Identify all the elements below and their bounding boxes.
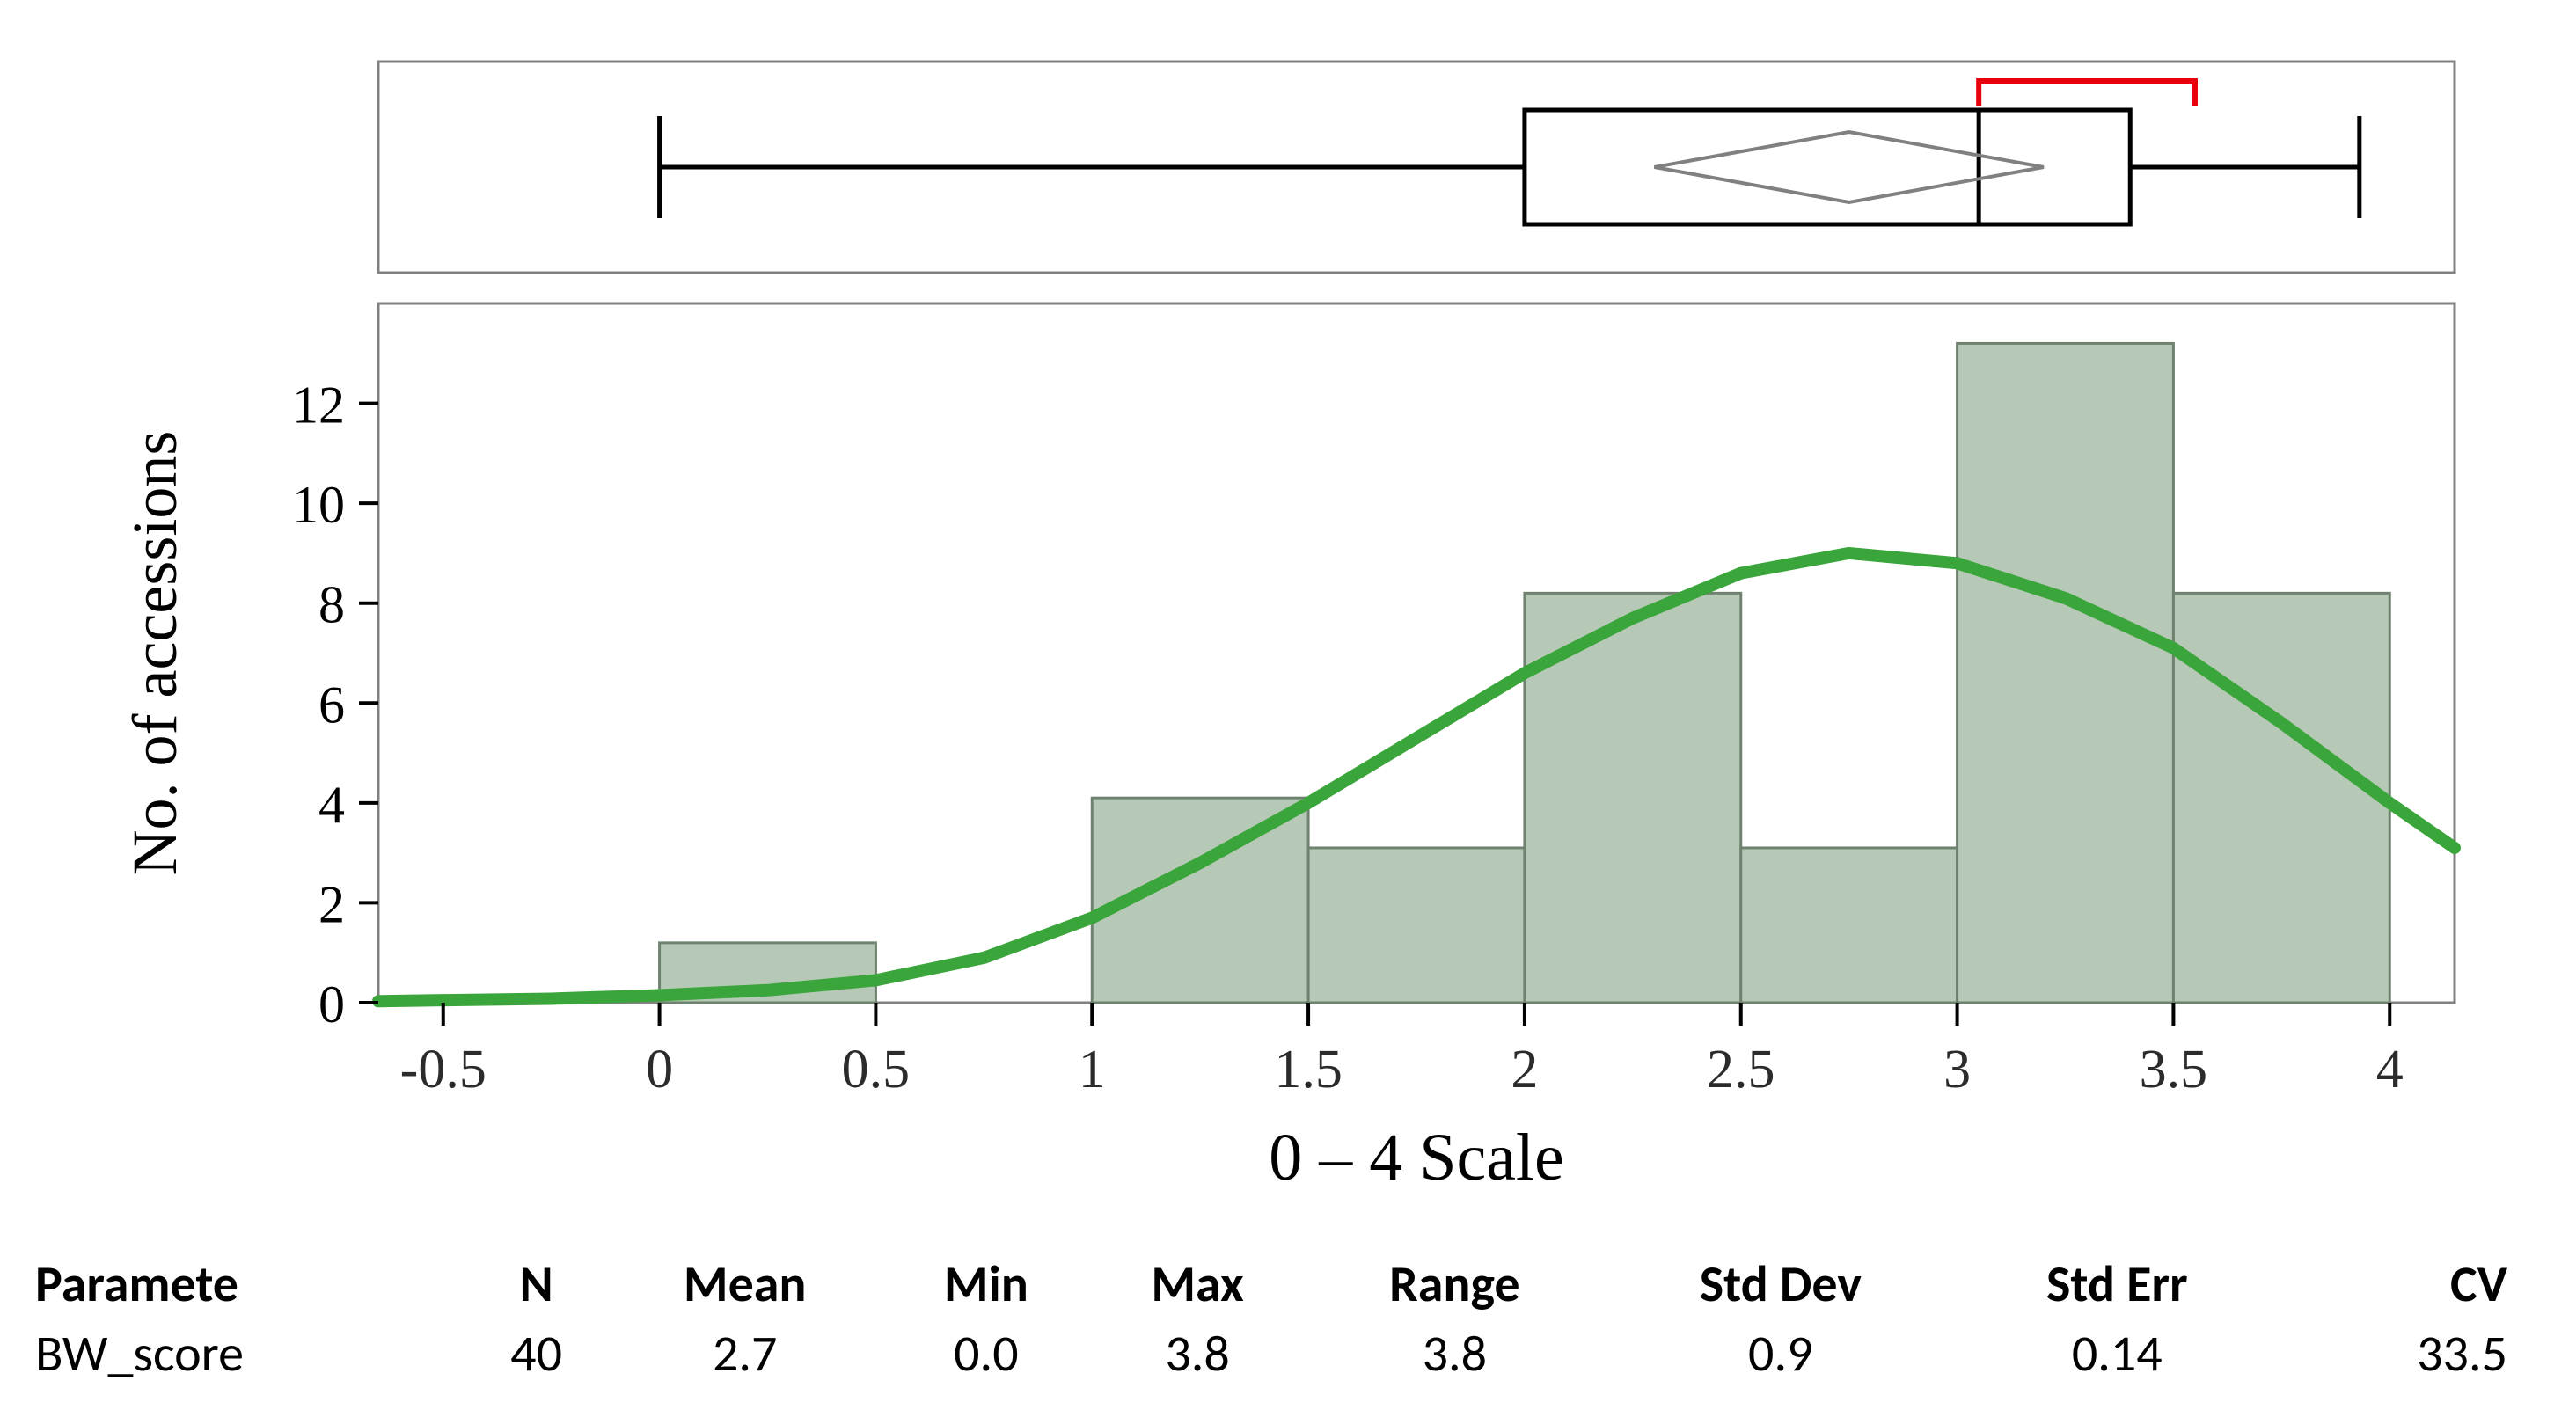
histogram-bar bbox=[2173, 593, 2389, 1003]
x-tick-label: -0.5 bbox=[400, 1040, 487, 1099]
y-tick-label: 4 bbox=[318, 776, 345, 834]
val-range: 3.8 bbox=[1307, 1318, 1602, 1388]
boxplot-red-bracket bbox=[1979, 81, 2195, 106]
val-max: 3.8 bbox=[1087, 1318, 1306, 1388]
val-n: 40 bbox=[467, 1318, 605, 1388]
x-tick-label: 3 bbox=[1943, 1040, 1971, 1099]
histogram-bar bbox=[1308, 848, 1525, 1003]
col-mean: Mean bbox=[605, 1249, 885, 1318]
x-tick-label: 2 bbox=[1511, 1040, 1538, 1099]
x-tick-label: 2.5 bbox=[1707, 1040, 1775, 1099]
y-tick-label: 12 bbox=[292, 376, 345, 435]
stats-table: Paramete N Mean Min Max Range Std Dev St… bbox=[35, 1249, 2543, 1388]
x-tick-label: 1.5 bbox=[1274, 1040, 1343, 1099]
x-tick-label: 0.5 bbox=[842, 1040, 911, 1099]
figure-container: 0 2 4 6 8 10 12 No. of accessions -0.5 0 0.5 1 1.5 2 2… bbox=[0, 0, 2576, 1417]
val-min: 0.0 bbox=[884, 1318, 1087, 1388]
y-tick-label: 0 bbox=[318, 975, 345, 1034]
col-n: N bbox=[467, 1249, 605, 1318]
col-stddev: Std Dev bbox=[1602, 1249, 1959, 1318]
stats-header-row: Paramete N Mean Min Max Range Std Dev St… bbox=[35, 1249, 2543, 1318]
y-tick-label: 2 bbox=[318, 875, 345, 933]
y-tick-label: 10 bbox=[292, 476, 345, 534]
val-stddev: 0.9 bbox=[1602, 1318, 1959, 1388]
val-mean: 2.7 bbox=[605, 1318, 885, 1388]
x-axis-label: 0 – 4 Scale bbox=[1269, 1121, 1564, 1194]
col-cv: CV bbox=[2275, 1249, 2543, 1318]
y-tick-label: 8 bbox=[318, 576, 345, 634]
chart-svg: 0 2 4 6 8 10 12 No. of accessions -0.5 0 0.5 1 1.5 2 2… bbox=[0, 0, 2576, 1249]
y-axis-label: No. of accessions bbox=[120, 431, 190, 876]
col-parameter: Paramete bbox=[35, 1249, 467, 1318]
val-cv: 33.5 bbox=[2275, 1318, 2543, 1388]
col-min: Min bbox=[884, 1249, 1087, 1318]
col-max: Max bbox=[1087, 1249, 1306, 1318]
x-tick-label: 0 bbox=[646, 1040, 673, 1099]
col-range: Range bbox=[1307, 1249, 1602, 1318]
x-tick-label: 1 bbox=[1079, 1040, 1106, 1099]
col-stderr: Std Err bbox=[1959, 1249, 2275, 1318]
val-stderr: 0.14 bbox=[1959, 1318, 2275, 1388]
row-label: BW_score bbox=[35, 1318, 467, 1388]
x-tick-label: 4 bbox=[2376, 1040, 2404, 1099]
histogram-bar bbox=[1958, 343, 2174, 1003]
histogram-bar bbox=[1741, 848, 1958, 1003]
stats-data-row: BW_score 40 2.7 0.0 3.8 3.8 0.9 0.14 33.… bbox=[35, 1318, 2543, 1388]
x-tick-label: 3.5 bbox=[2140, 1040, 2208, 1099]
y-tick-label: 6 bbox=[318, 676, 345, 734]
